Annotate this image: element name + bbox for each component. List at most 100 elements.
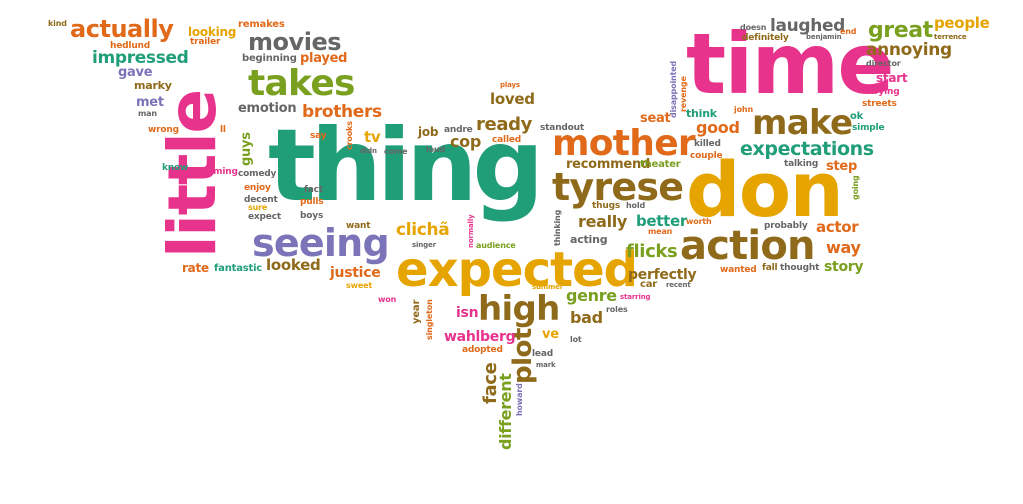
word-story: story: [824, 259, 864, 275]
word-way: way: [826, 238, 861, 257]
word-enjoy: enjoy: [244, 183, 271, 193]
word-killed: killed: [694, 139, 721, 149]
word-singleton: singleton: [425, 299, 434, 340]
word-takes: takes: [248, 63, 355, 104]
word-looked: looked: [266, 256, 321, 274]
word-start: start: [876, 71, 908, 85]
word-beginning: beginning: [242, 53, 297, 64]
word-thought: thought: [780, 263, 820, 273]
word-wrong: wrong: [148, 125, 179, 135]
word-step: step: [826, 159, 858, 174]
word-acting: acting: [570, 233, 608, 246]
word-thugs: thugs: [592, 201, 621, 211]
word-fantastic: fantastic: [214, 263, 263, 274]
word-emotion: emotion: [238, 101, 297, 116]
word-thinking: thinking: [553, 209, 562, 246]
word-trying: trying: [870, 87, 900, 97]
word-expected: expected: [396, 242, 638, 298]
word-streets: streets: [862, 99, 897, 109]
word-really: really: [578, 212, 628, 231]
word-don: don: [686, 145, 844, 234]
word-fact: fact: [304, 185, 323, 195]
word-brothers: brothers: [302, 102, 382, 122]
word-sweet: sweet: [346, 281, 373, 290]
word-simple: simple: [852, 123, 885, 133]
word-terrence: terrence: [934, 33, 967, 41]
word-different: different: [496, 373, 515, 450]
word-met: met: [136, 95, 164, 110]
word-seeing: seeing: [252, 221, 390, 265]
word-perfectly: perfectly: [628, 267, 697, 283]
word-mark: mark: [536, 361, 556, 369]
word-roles: roles: [606, 305, 628, 314]
word-lot: lot: [570, 335, 582, 344]
word-guys: guys: [239, 132, 254, 166]
word-mean: mean: [648, 227, 673, 236]
word-actually: actually: [70, 15, 174, 43]
word-theater: theater: [640, 159, 681, 170]
word-wahlberg: wahlberg: [444, 329, 516, 345]
word-won: won: [378, 295, 397, 304]
word-come: come: [384, 147, 408, 156]
word-year: year: [411, 299, 422, 324]
word-great: great: [868, 18, 933, 43]
word-think: think: [686, 107, 717, 120]
word-expect: expect: [248, 212, 282, 222]
word-ve: ve: [542, 327, 559, 342]
word-director: director: [866, 59, 901, 68]
word-tv: tv: [364, 128, 381, 146]
word-talking: talking: [784, 159, 819, 169]
word-gave: gave: [118, 65, 153, 80]
word-impressed: impressed: [92, 48, 189, 68]
word-annoying: annoying: [866, 40, 952, 60]
word-definitely: definitely: [742, 33, 789, 43]
word-recent: recent: [666, 281, 691, 289]
word-hold: hold: [626, 201, 646, 210]
word-normally: normally: [467, 214, 475, 248]
word-end: end: [840, 27, 857, 36]
word-genre: genre: [566, 286, 617, 305]
word-want: want: [346, 221, 371, 231]
word-john: john: [734, 105, 753, 114]
word-summer: summer: [532, 283, 564, 291]
word-seat: seat: [640, 111, 671, 126]
word-starring: starring: [620, 293, 651, 301]
word-action: action: [680, 223, 816, 269]
word-good: good: [696, 118, 740, 137]
word-movies: movies: [248, 28, 342, 56]
word-howard: howard: [515, 383, 524, 416]
word-laughed: laughed: [770, 16, 845, 36]
word-played: played: [300, 51, 348, 66]
word-hedlund: hedlund: [110, 41, 151, 51]
word-say: say: [310, 131, 327, 141]
word-trailer: trailer: [190, 37, 221, 47]
word-rate: rate: [182, 261, 209, 275]
word-andre: andre: [444, 125, 473, 135]
word-looking: looking: [188, 25, 237, 39]
word-benjamin: benjamin: [806, 33, 842, 41]
word-loved: loved: [490, 90, 535, 108]
word-plays: plays: [500, 81, 520, 89]
word-lead: lead: [532, 349, 553, 359]
word-time: time: [686, 15, 894, 113]
word-disappointed: disappointed: [669, 60, 678, 118]
word-recommend: recommend: [566, 157, 650, 172]
word-kind: kind: [48, 19, 67, 28]
word-boys: boys: [300, 211, 324, 221]
word-flicks: flicks: [626, 241, 678, 262]
word-wanted: wanted: [720, 265, 757, 275]
word-make: make: [752, 103, 853, 143]
word-expectations: expectations: [740, 138, 874, 160]
word-coming: coming: [202, 167, 238, 177]
word-going: going: [851, 175, 860, 200]
word-man: man: [138, 109, 157, 118]
word-standout: standout: [540, 123, 585, 133]
word-justice: justice: [330, 265, 381, 281]
word-crooks: crooks: [345, 121, 354, 150]
word-called: called: [492, 135, 522, 145]
word-car: car: [640, 279, 658, 290]
word-cop: cop: [450, 132, 481, 151]
word-ok: ok: [850, 111, 864, 122]
word-know: know: [162, 163, 189, 173]
word-doesn: doesn: [740, 23, 767, 32]
